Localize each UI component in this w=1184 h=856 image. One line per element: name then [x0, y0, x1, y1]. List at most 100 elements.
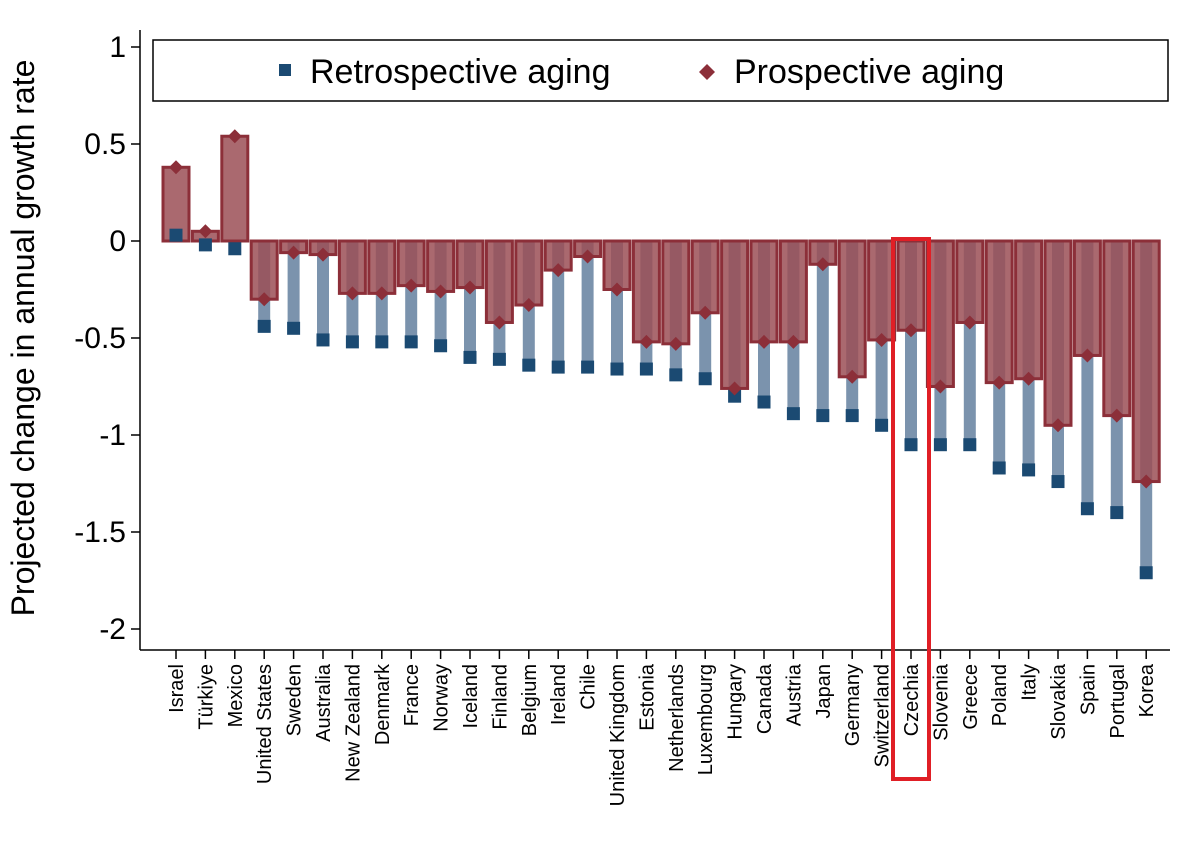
- retro-marker-t-rkiye: [198, 238, 212, 252]
- prosp-marker-canada: [757, 334, 771, 349]
- prosp-bar-slovenia: [925, 239, 955, 388]
- retro-bar-australia: [317, 241, 329, 340]
- retro-marker-slovakia: [1051, 475, 1065, 489]
- retro-marker-japan: [816, 409, 830, 423]
- category-label-ireland: Ireland: [548, 664, 570, 725]
- retro-marker-united-states: [257, 319, 271, 333]
- retro-marker-italy: [1022, 463, 1036, 477]
- prosp-bar-czechia: [896, 239, 926, 332]
- prosp-marker-iceland: [463, 280, 477, 295]
- retro-marker-luxembourg: [698, 372, 712, 386]
- prosp-marker-switzerland: [874, 332, 889, 347]
- prosp-bar-netherlands: [661, 239, 691, 346]
- retro-marker-germany: [845, 409, 859, 423]
- prosp-marker-japan: [815, 257, 830, 272]
- prosp-bar-belgium: [514, 239, 544, 307]
- retro-marker-spain: [1080, 502, 1094, 516]
- czechia-highlight-box: [891, 237, 931, 781]
- y-tick-label: 0: [109, 225, 126, 258]
- category-label-sweden: Sweden: [284, 664, 306, 736]
- category-label-australia: Australia: [313, 663, 335, 742]
- retro-marker-switzerland: [875, 418, 889, 432]
- y-axis-label-group: Projected change in annual growth rate: [5, 60, 41, 617]
- prosp-marker-denmark: [374, 286, 389, 301]
- prosp-bar-united-kingdom: [602, 239, 632, 291]
- category-label-denmark: Denmark: [372, 663, 394, 745]
- legend: Retrospective aging Prospective aging: [152, 39, 1169, 102]
- y-tick-label: -1: [99, 419, 126, 452]
- category-label-austria: Austria: [783, 663, 805, 726]
- retro-marker-greece: [963, 438, 977, 452]
- category-label-finland: Finland: [489, 664, 511, 730]
- retro-bar-chile: [581, 241, 594, 368]
- retro-marker-norway: [434, 339, 448, 353]
- prosp-marker-poland: [992, 375, 1007, 390]
- prosp-marker-mexico: [227, 129, 242, 144]
- category-label-t-rkiye: Türkiye: [195, 664, 217, 730]
- prosp-marker-netherlands: [668, 336, 683, 351]
- prosp-bar-greece: [955, 239, 985, 324]
- retro-marker-chile: [581, 360, 595, 374]
- retro-marker-austria: [786, 407, 800, 421]
- prosp-marker-israel: [169, 160, 183, 175]
- category-label-iceland: Iceland: [460, 664, 482, 729]
- category-label-poland: Poland: [989, 664, 1011, 726]
- category-label-switzerland: Switzerland: [872, 664, 894, 767]
- category-label-greece: Greece: [960, 664, 982, 730]
- category-label-japan: Japan: [813, 664, 835, 719]
- prosp-marker-hungary: [727, 381, 742, 396]
- legend-retrospective-label: Retrospective aging: [310, 53, 611, 91]
- retro-marker-sweden: [287, 321, 301, 335]
- retro-marker-united-kingdom: [610, 362, 624, 376]
- legend-prospective-label: Prospective aging: [734, 53, 1004, 91]
- y-tick-label: 1: [109, 31, 126, 64]
- category-label-luxembourg: Luxembourg: [695, 664, 717, 775]
- prosp-bar-poland: [984, 239, 1014, 385]
- category-label-korea: Korea: [1136, 663, 1158, 717]
- prosp-bar-finland: [484, 239, 514, 324]
- prosp-marker-norway: [433, 284, 448, 299]
- retro-marker-mexico: [228, 242, 242, 256]
- legend-retrospective-marker: [279, 64, 291, 76]
- retro-marker-iceland: [463, 350, 477, 364]
- prosp-bar-germany: [837, 239, 867, 379]
- prosp-marker-australia: [316, 247, 330, 262]
- category-labels: Israel Türkiye Mexico United States Sweden Au…: [166, 650, 1158, 806]
- legend-prospective-marker: [699, 64, 715, 80]
- category-label-mexico: Mexico: [225, 664, 247, 727]
- category-label-czechia: Czechia: [901, 663, 923, 736]
- prosp-marker-greece: [962, 315, 977, 330]
- prosp-bar-estonia: [631, 239, 661, 344]
- category-label-israel: Israel: [166, 664, 188, 713]
- retro-marker-ireland: [551, 360, 565, 374]
- prosp-marker-slovenia: [933, 379, 948, 394]
- retro-marker-estonia: [639, 362, 653, 376]
- category-label-hungary: Hungary: [725, 664, 747, 740]
- prosp-marker-belgium: [521, 298, 536, 313]
- retro-marker-israel: [169, 228, 183, 242]
- category-label-slovakia: Slovakia: [1048, 663, 1070, 739]
- retro-marker-poland: [992, 461, 1006, 475]
- category-label-united-states: United States: [254, 664, 276, 784]
- category-label-belgium: Belgium: [519, 664, 541, 736]
- prosp-marker-france: [404, 278, 419, 293]
- category-label-slovenia: Slovenia: [930, 663, 952, 741]
- prosp-bar-portugal: [1102, 239, 1132, 418]
- category-label-canada: Canada: [754, 663, 776, 734]
- retro-marker-belgium: [522, 358, 536, 372]
- y-tick-label: 0.5: [84, 128, 126, 161]
- prospective-series: [161, 129, 1161, 580]
- prosp-bar-spain: [1072, 239, 1102, 357]
- legend-box: [152, 39, 1169, 102]
- y-tick-label: -2: [99, 613, 126, 646]
- prosp-marker-germany: [845, 369, 860, 384]
- category-label-italy: Italy: [1019, 664, 1041, 701]
- prosp-bar-canada: [749, 239, 779, 344]
- category-label-portugal: Portugal: [1107, 664, 1129, 739]
- category-label-spain: Spain: [1077, 664, 1099, 715]
- retro-marker-finland: [492, 352, 506, 366]
- prosp-bar-hungary: [720, 239, 750, 390]
- prosp-marker-t-rkiye: [198, 224, 213, 239]
- retro-marker-canada: [757, 395, 771, 409]
